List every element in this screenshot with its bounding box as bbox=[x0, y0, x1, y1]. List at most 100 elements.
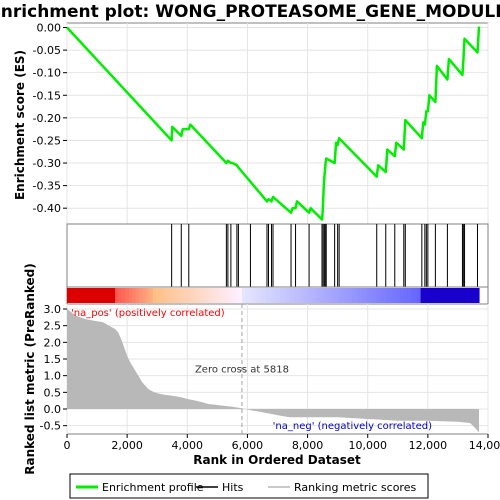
es-panel: 0.00 -0.05 -0.10 -0.15 -0.20 -0.25 -0.30 -0.35 -… bbox=[13, 22, 489, 225]
colorbar-cell bbox=[121, 288, 126, 303]
colorbar-cell bbox=[351, 288, 356, 303]
colorbar-cell bbox=[410, 288, 415, 303]
colorbar-cell bbox=[135, 288, 140, 303]
es-y-tick-label: -0.35 bbox=[33, 180, 61, 193]
colorbar-cell bbox=[424, 288, 429, 303]
colorbar-cell bbox=[465, 288, 470, 303]
legend-label: Enrichment profile bbox=[102, 481, 204, 494]
legend-box bbox=[69, 473, 429, 499]
x-tick-label: 8,000 bbox=[292, 439, 324, 452]
colorbar-cell bbox=[84, 288, 89, 303]
colorbar-cell bbox=[163, 288, 168, 303]
colorbar-cell bbox=[255, 288, 260, 303]
colorbar-cell bbox=[448, 288, 453, 303]
x-tick-label: 6,000 bbox=[232, 439, 264, 452]
colorbar-cell bbox=[111, 288, 116, 303]
x-axis-ticks: 0 2,000 4,000 6,000 8,000 10,000 12,000 14,000 bbox=[64, 434, 500, 452]
hits-ticks bbox=[171, 224, 478, 287]
es-y-tick-label: -0.20 bbox=[33, 112, 61, 125]
colorbar-cell bbox=[454, 288, 459, 303]
colorbar-cell bbox=[235, 288, 240, 303]
colorbar-cell bbox=[67, 288, 72, 303]
colorbar-cell bbox=[444, 288, 449, 303]
metric-y-ticks: 3.0 2.5 2.0 1.5 1.0 0.5 0.0 -0.5 bbox=[40, 303, 67, 433]
colorbar-cell bbox=[180, 288, 185, 303]
colorbar-cell bbox=[345, 288, 350, 303]
colorbar-cell bbox=[276, 288, 281, 303]
colorbar-cell bbox=[362, 288, 367, 303]
colorbar-cell bbox=[266, 288, 271, 303]
colorbar-cell bbox=[73, 288, 78, 303]
colorbar-cell bbox=[396, 288, 401, 303]
es-gridlines bbox=[66, 23, 489, 224]
colorbar-cell bbox=[297, 288, 302, 303]
colorbar-cell bbox=[101, 288, 106, 303]
colorbar-cell bbox=[303, 288, 308, 303]
colorbar-cell bbox=[194, 288, 199, 303]
colorbar-cell bbox=[420, 288, 425, 303]
colorbar-cell bbox=[142, 288, 147, 303]
colorbar-cell bbox=[145, 288, 150, 303]
colorbar-cell bbox=[348, 288, 353, 303]
colorbar-cell bbox=[211, 288, 216, 303]
colorbar-cell bbox=[152, 288, 157, 303]
colorbar-cell bbox=[242, 288, 247, 303]
hits-panel-frame bbox=[66, 223, 489, 288]
colorbar-cell bbox=[272, 288, 278, 303]
colorbar-cell bbox=[413, 288, 418, 303]
colorbar-cell bbox=[437, 288, 442, 303]
legend-label: Hits bbox=[222, 481, 244, 494]
colorbar-cell bbox=[321, 288, 326, 303]
colorbar-cell bbox=[139, 288, 144, 303]
colorbar-cell bbox=[77, 288, 82, 303]
colorbar-cell bbox=[132, 288, 137, 303]
es-y-tick-label: -0.40 bbox=[33, 202, 61, 215]
metric-y-tick-label: 2.0 bbox=[44, 336, 62, 349]
colorbar-cell bbox=[314, 288, 319, 303]
colorbar-cell bbox=[441, 288, 446, 303]
metric-y-tick-label: 0.0 bbox=[44, 403, 62, 416]
colorbar-cell bbox=[108, 288, 113, 303]
chart-title: Enrichment plot: WONG_PROTEASOME_GENE_MO… bbox=[0, 2, 500, 22]
x-tick-label: 10,000 bbox=[348, 439, 387, 452]
colorbar-cell bbox=[187, 288, 192, 303]
colorbar-cell bbox=[176, 288, 181, 303]
colorbar-cell bbox=[207, 288, 212, 303]
colorbar-cell bbox=[400, 288, 405, 303]
colorbar-cell bbox=[434, 288, 439, 303]
colorbar-cell bbox=[231, 288, 236, 303]
colorbar-cell bbox=[97, 288, 102, 303]
metric-y-tick-label: 1.0 bbox=[44, 370, 62, 383]
colorbar-cell bbox=[327, 288, 332, 303]
colorbar-cell bbox=[70, 288, 75, 303]
colorbar-cell bbox=[248, 288, 253, 303]
colorbar-cell bbox=[406, 288, 411, 303]
rank-colorbar bbox=[66, 286, 489, 305]
colorbar-cell bbox=[228, 288, 233, 303]
legend-label: Ranking metric scores bbox=[294, 481, 416, 494]
colorbar-cell bbox=[224, 288, 229, 303]
colorbar-cell bbox=[317, 288, 322, 303]
colorbar-cell bbox=[91, 288, 96, 303]
metric-y-tick-label: 3.0 bbox=[44, 303, 62, 316]
colorbar-cell bbox=[166, 288, 171, 303]
es-y-tick-label: -0.25 bbox=[33, 134, 61, 147]
colorbar-cell bbox=[331, 288, 336, 303]
colorbar-cell bbox=[379, 288, 384, 303]
es-y-tick-label: -0.05 bbox=[33, 44, 61, 57]
metric-panel: Zero cross at 5818 'na_pos' (positively … bbox=[23, 263, 500, 475]
colorbar-cell bbox=[293, 288, 298, 303]
metric-y-tick-label: 0.5 bbox=[44, 386, 62, 399]
colorbar-cell bbox=[183, 288, 188, 303]
metric-y-tick-label: 1.5 bbox=[44, 353, 62, 366]
colorbar-cell bbox=[245, 288, 250, 303]
enrichment-profile-line bbox=[66, 26, 481, 221]
colorbar-cell bbox=[115, 288, 120, 303]
colorbar-cell bbox=[197, 288, 202, 303]
colorbar-cell bbox=[252, 288, 257, 303]
colorbar-cell bbox=[262, 288, 267, 303]
colorbar-cell bbox=[365, 288, 370, 303]
colorbar-cell bbox=[386, 288, 391, 303]
colorbar-cell bbox=[355, 288, 360, 303]
